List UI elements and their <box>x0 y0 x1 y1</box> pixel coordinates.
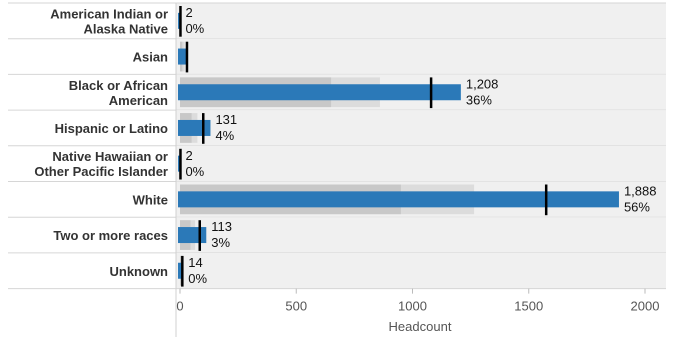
row-background <box>176 110 666 146</box>
category-label: Alaska Native <box>83 21 168 36</box>
value-label: 113 <box>211 219 232 234</box>
x-axis-title: Headcount <box>389 319 452 334</box>
value-label: 14 <box>188 255 202 270</box>
value-label: 131 <box>215 112 237 127</box>
percent-label: 0% <box>185 21 204 36</box>
percent-label: 4% <box>215 128 234 143</box>
percent-label: 3% <box>211 235 230 250</box>
category-label: Native Hawaiian or <box>52 149 168 164</box>
value-label: 2 <box>185 5 192 20</box>
value-label: 1,208 <box>466 76 499 91</box>
row-background <box>176 3 666 39</box>
x-tick-label: 1500 <box>514 299 543 314</box>
marks-layer <box>178 6 619 287</box>
x-tick-label: 500 <box>285 299 307 314</box>
row-background <box>176 217 666 253</box>
x-tick-label: 2000 <box>631 299 660 314</box>
category-label: White <box>133 192 168 207</box>
x-tick-label: 1000 <box>398 299 427 314</box>
bar <box>178 119 211 136</box>
rows-layer <box>8 2 666 290</box>
category-label: Asian <box>133 50 168 65</box>
percent-label: 36% <box>466 92 492 107</box>
x-tick-label: 0 <box>176 299 183 314</box>
value-label: 2 <box>185 148 192 163</box>
bar <box>178 191 619 208</box>
x-axis: 0 500 1000 1500 2000 <box>175 3 660 337</box>
category-label: Other Pacific Islander <box>34 164 168 179</box>
percent-label: 0% <box>188 271 207 286</box>
percent-label: 0% <box>185 164 204 179</box>
row-background <box>176 38 666 75</box>
value-label: 1,888 <box>624 184 657 199</box>
category-label: Two or more races <box>53 228 168 243</box>
row-background <box>176 145 666 182</box>
bar <box>178 48 187 65</box>
category-label: American <box>109 93 168 108</box>
bar <box>178 84 461 101</box>
bar <box>178 227 207 244</box>
category-label: Hispanic or Latino <box>55 121 168 136</box>
percent-label: 56% <box>624 200 650 215</box>
category-label: Unknown <box>110 264 169 279</box>
bar <box>178 262 184 279</box>
row-background <box>176 252 666 289</box>
category-label: American Indian or <box>50 6 168 21</box>
category-label: Black or African <box>69 78 168 93</box>
